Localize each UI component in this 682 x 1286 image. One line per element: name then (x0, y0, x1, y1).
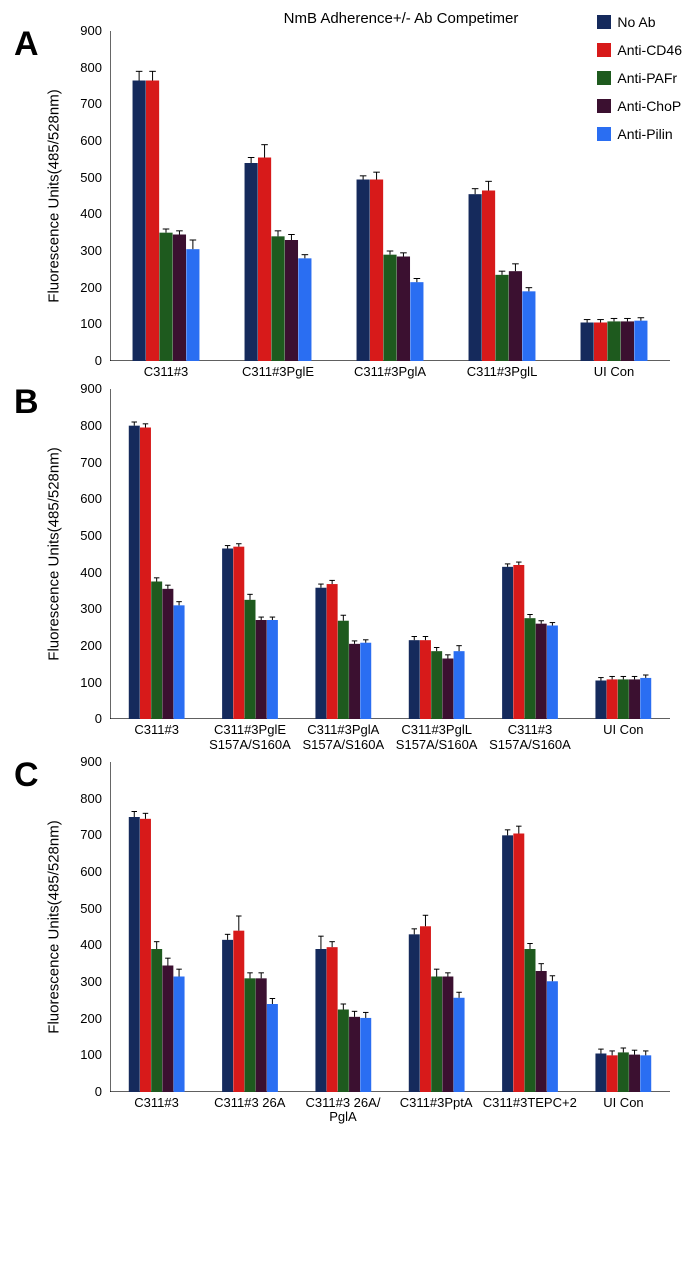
x-label: C311#3PglA S157A/S160A (297, 723, 390, 752)
x-label: C311#3PglE S157A/S160A (203, 723, 296, 752)
x-label: C311#3PglE (222, 365, 334, 379)
y-tick-label: 0 (95, 353, 102, 368)
y-tick-label: 400 (80, 937, 102, 952)
legend-label: Anti-Pilin (617, 126, 672, 142)
y-tick-label: 100 (80, 316, 102, 331)
x-label: C311#3 S157A/S160A (483, 723, 576, 752)
chart-area: Fluorescence Units(485/528nm)01002003004… (110, 389, 670, 719)
y-tick-label: 600 (80, 491, 102, 506)
legend-row: Anti-Pilin (597, 126, 682, 142)
y-axis-label: Fluorescence Units(485/528nm) (46, 89, 63, 302)
y-tick-label: 500 (80, 901, 102, 916)
chart-svg (110, 31, 670, 361)
y-axis-label: Fluorescence Units(485/528nm) (46, 448, 63, 661)
legend-swatch (597, 43, 611, 57)
panel-label: B (14, 383, 39, 422)
y-tick-label: 500 (80, 528, 102, 543)
y-tick-label: 300 (80, 974, 102, 989)
panel-label: C (14, 756, 39, 795)
panel-label: A (14, 25, 39, 64)
legend-swatch (597, 71, 611, 85)
y-tick-label: 600 (80, 133, 102, 148)
y-tick-label: 900 (80, 23, 102, 38)
y-tick-label: 900 (80, 754, 102, 769)
x-label: C311#3PptA (390, 1096, 483, 1125)
y-tick-label: 100 (80, 675, 102, 690)
legend-label: Anti-ChoP (617, 98, 681, 114)
y-tick-label: 200 (80, 1011, 102, 1026)
x-label: C311#3 26A/ PglA (296, 1096, 389, 1125)
legend-row: Anti-PAFr (597, 70, 682, 86)
plot (110, 762, 670, 1092)
y-tick-label: 200 (80, 638, 102, 653)
x-labels: C311#3C311#3PglE S157A/S160AC311#3PglA S… (110, 723, 670, 752)
legend-swatch (597, 127, 611, 141)
y-tick-label: 200 (80, 280, 102, 295)
legend-label: No Ab (617, 14, 655, 30)
legend-label: Anti-CD46 (617, 42, 682, 58)
legend-swatch (597, 99, 611, 113)
x-label: UI Con (577, 1096, 670, 1125)
legend-label: Anti-PAFr (617, 70, 677, 86)
x-label: C311#3TEPC+2 (483, 1096, 577, 1125)
x-label: C311#3PglA (334, 365, 446, 379)
chart-svg (110, 762, 670, 1092)
y-tick-label: 300 (80, 601, 102, 616)
y-tick-label: 700 (80, 455, 102, 470)
chart-svg (110, 389, 670, 719)
y-tick-label: 100 (80, 1047, 102, 1062)
legend: No Ab Anti-CD46 Anti-PAFr Anti-ChoP Anti-Pil… (597, 14, 682, 154)
y-tick-label: 700 (80, 96, 102, 111)
x-label: C311#3PglL (446, 365, 558, 379)
y-tick-label: 400 (80, 206, 102, 221)
y-tick-label: 300 (80, 243, 102, 258)
panel-C: CFluorescence Units(485/528nm)0100200300… (10, 762, 672, 1125)
y-tick-label: 800 (80, 418, 102, 433)
x-label: UI Con (577, 723, 670, 752)
y-tick-label: 400 (80, 565, 102, 580)
x-label: UI Con (558, 365, 670, 379)
legend-row: Anti-CD46 (597, 42, 682, 58)
plot (110, 389, 670, 719)
y-axis-label: Fluorescence Units(485/528nm) (46, 820, 63, 1033)
chart-area: Fluorescence Units(485/528nm)01002003004… (110, 31, 670, 361)
y-tick-label: 700 (80, 827, 102, 842)
x-label: C311#3 (110, 365, 222, 379)
figure-title: NmB Adherence+/- Ab Competimer (130, 10, 672, 27)
plot (110, 31, 670, 361)
y-tick-label: 0 (95, 711, 102, 726)
legend-row: No Ab (597, 14, 682, 30)
legend-row: Anti-ChoP (597, 98, 682, 114)
x-label: C311#3 26A (203, 1096, 296, 1125)
x-label: C311#3 (110, 1096, 203, 1125)
chart-area: Fluorescence Units(485/528nm)01002003004… (110, 762, 670, 1092)
y-tick-label: 600 (80, 864, 102, 879)
panel-A: AFluorescence Units(485/528nm)0100200300… (10, 31, 672, 379)
y-tick-label: 500 (80, 170, 102, 185)
x-label: C311#3 (110, 723, 203, 752)
panel-B: BFluorescence Units(485/528nm)0100200300… (10, 389, 672, 752)
y-tick-label: 0 (95, 1084, 102, 1099)
y-tick-label: 900 (80, 381, 102, 396)
x-labels: C311#3C311#3 26AC311#3 26A/ PglAC311#3Pp… (110, 1096, 670, 1125)
x-labels: C311#3C311#3PglEC311#3PglAC311#3PglLUI C… (110, 365, 670, 379)
y-tick-label: 800 (80, 60, 102, 75)
panels-container: AFluorescence Units(485/528nm)0100200300… (10, 31, 672, 1124)
legend-swatch (597, 15, 611, 29)
x-label: C311#3PglL S157A/S160A (390, 723, 483, 752)
y-tick-label: 800 (80, 791, 102, 806)
